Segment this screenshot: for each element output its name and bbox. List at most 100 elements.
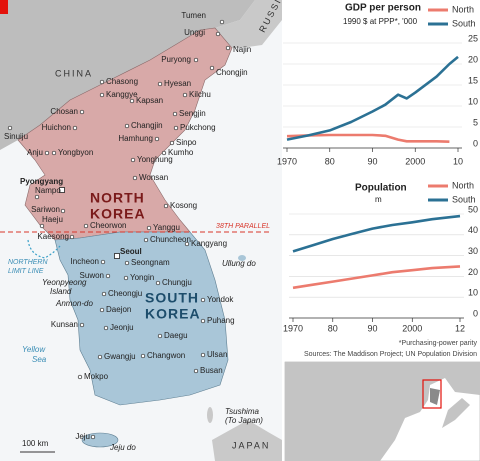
y-tick-label: 20 [468, 54, 478, 64]
city-dot [140, 353, 146, 359]
city-label: Hamhung [118, 134, 153, 143]
island-label: (To Japan) [225, 416, 263, 425]
city-dot [44, 150, 50, 156]
city-label: Gwangju [104, 352, 136, 361]
city-label: Ulsan [207, 350, 227, 359]
y-tick-label: 15 [468, 75, 478, 85]
region-label: KOREA [90, 206, 146, 222]
chart-subtitle: 1990 $ at PPP*, '000 [343, 17, 418, 26]
city-dot [101, 291, 107, 297]
city-dot [124, 123, 130, 129]
x-tick-label: 12 [455, 323, 465, 333]
x-tick-label: 1970 [283, 323, 303, 333]
city-dot [155, 280, 161, 286]
city-dot [215, 31, 221, 37]
city-label: Changjin [131, 121, 163, 130]
city-dot [219, 19, 225, 25]
country-label: CHINA [55, 68, 93, 78]
ullung-island [238, 255, 246, 261]
island-label: Tsushima [225, 407, 259, 416]
city-label: Busan [200, 366, 223, 375]
city-dot [79, 109, 85, 115]
city-label: Suwon [80, 271, 104, 280]
x-tick-label: 1970 [277, 156, 297, 166]
city-label: Pukchong [180, 123, 216, 132]
cities: Tumen Unggi Najin Puryong Chongjin Chasong Kan… [4, 11, 251, 441]
sea-label: Sea [32, 355, 47, 364]
city-capital [114, 253, 120, 259]
city-label: Jeju [75, 432, 90, 441]
city-dot [99, 79, 105, 85]
region-label: KOREA [145, 306, 201, 322]
source-note: Sources: The Maddison Project; UN Popula… [304, 351, 477, 358]
island-label: Anmon-do [55, 299, 93, 308]
city-dot [154, 136, 160, 142]
city-label: Seoul [120, 247, 142, 256]
x-tick-label: 80 [328, 323, 338, 333]
city-label: Kanggye [106, 90, 138, 99]
city-dot [200, 318, 206, 324]
city-dot [105, 273, 111, 279]
sea-label: Yellow [22, 345, 46, 354]
city-label: Puryong [161, 55, 191, 64]
city-dot [129, 98, 135, 104]
limit-line [27, 239, 61, 259]
city-dot [132, 175, 138, 181]
city-dot [173, 125, 179, 131]
parallel-label: 38TH PARALLEL [216, 223, 270, 230]
legend-label: South [452, 18, 476, 28]
city-label: Huichon [42, 123, 71, 132]
city-dot [79, 322, 85, 328]
y-tick-label: 40 [468, 225, 478, 235]
city-label: Seongnam [131, 258, 170, 267]
city-dot [97, 354, 103, 360]
city-label: Sinpo [176, 138, 197, 147]
city-dot [123, 275, 129, 281]
x-tick-label: 90 [367, 156, 377, 166]
city-dot [161, 150, 167, 156]
city-label: Najin [233, 45, 251, 54]
inset-map [284, 361, 480, 461]
inset-japan [442, 398, 470, 428]
legend-label: North [452, 4, 474, 14]
chart-title: Population [355, 183, 407, 194]
tsushima-island [207, 407, 213, 423]
y-tick-label: 0 [473, 308, 478, 318]
city-label: Kosong [170, 201, 197, 210]
island-label: Island [50, 287, 72, 296]
city-dot [60, 208, 66, 214]
city-label: Kumho [168, 148, 194, 157]
city-label: Kaesong [37, 232, 69, 241]
city-dot [143, 237, 149, 243]
y-tick-label: 10 [468, 96, 478, 106]
city-label: Chuncheon [150, 235, 191, 244]
city-label: Sariwon [31, 205, 60, 214]
inset-land [285, 362, 480, 461]
city-dot [90, 434, 96, 440]
legend-label: North [452, 180, 474, 190]
city-label: Unggi [184, 28, 205, 37]
china-land [0, 0, 255, 150]
island-label: Ullung do [222, 259, 256, 268]
x-tick-label: 2000 [402, 323, 422, 333]
city-dot [99, 307, 105, 313]
city-label: Kilchu [189, 90, 211, 99]
region-label: NORTH [90, 190, 145, 206]
city-label: Pyongyang [20, 177, 63, 186]
inset-korea [430, 388, 440, 405]
city-dot [225, 45, 231, 51]
city-dot [51, 150, 57, 156]
city-label: Kunsan [51, 320, 78, 329]
inset-highlight [422, 379, 442, 409]
japan-land [212, 420, 282, 461]
y-tick-label: 5 [473, 117, 478, 127]
x-tick-label: 10 [453, 156, 463, 166]
y-tick-label: 50 [468, 204, 478, 214]
city-label: Sengjin [179, 109, 206, 118]
city-dot [130, 157, 136, 163]
city-label: Yondok [207, 295, 234, 304]
city-label: Daegu [164, 331, 188, 340]
city-label: Puhang [207, 316, 235, 325]
city-label: Daejon [106, 305, 131, 314]
city-label: Sinuiju [4, 132, 28, 141]
